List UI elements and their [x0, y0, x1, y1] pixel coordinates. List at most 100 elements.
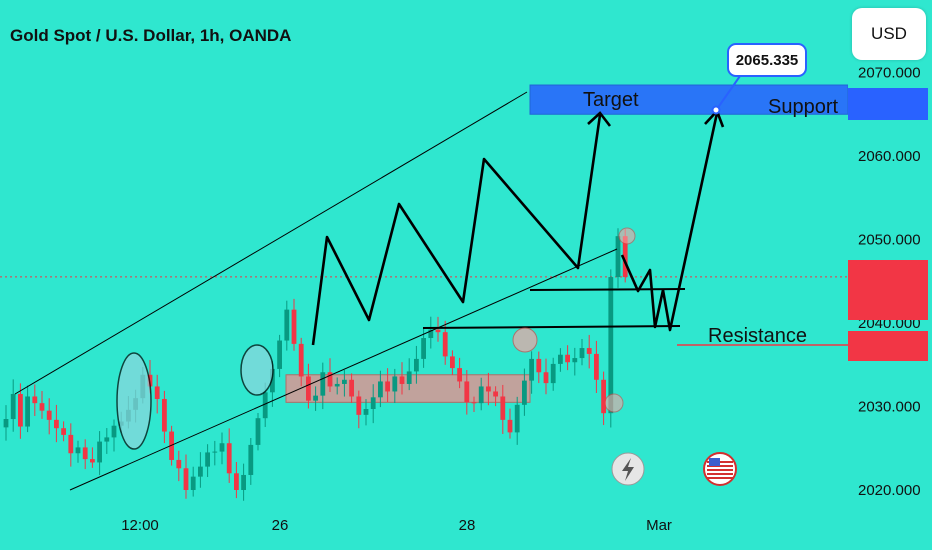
candle-body: [399, 376, 405, 384]
candle-body: [183, 468, 189, 490]
candle-body: [234, 473, 239, 490]
candle-body: [507, 419, 513, 433]
current-price-badge: [848, 260, 928, 320]
candle-body: [363, 409, 369, 415]
projection-zigzag-2: [620, 112, 719, 332]
target-label: Target: [583, 89, 639, 111]
resistance-line: [422, 325, 681, 329]
candle-body: [219, 443, 225, 452]
candle-body: [622, 236, 628, 278]
candle-body: [212, 451, 218, 453]
candle-body: [493, 391, 498, 397]
currency-button[interactable]: USD: [852, 8, 926, 60]
candle-body: [514, 404, 520, 433]
resistance-label: Resistance: [708, 325, 807, 347]
candle-body: [601, 379, 606, 414]
candle-body: [457, 368, 462, 382]
candle-body: [313, 395, 318, 401]
x-tick-label: 12:00: [121, 517, 159, 534]
candle-body: [291, 309, 297, 344]
candles: [3, 228, 628, 501]
candle-body: [284, 309, 290, 341]
candle-body: [270, 368, 275, 393]
support-label: Support: [768, 96, 838, 118]
flag-canton: [709, 458, 720, 466]
candle-body: [608, 277, 614, 414]
y-tick-label: 2060.000: [858, 148, 921, 165]
candle-body: [594, 353, 599, 380]
candle-body: [579, 348, 585, 359]
candle-body: [615, 236, 621, 278]
candle-body: [327, 372, 333, 387]
candle-body: [154, 386, 160, 399]
price-callout: [727, 43, 807, 77]
x-tick-label: 26: [272, 517, 289, 534]
highlight-circle-1: [512, 327, 538, 353]
candle-body: [414, 358, 419, 372]
candle-body: [471, 402, 477, 404]
candle-body: [75, 447, 81, 454]
candle-body: [54, 419, 59, 429]
candle-body: [162, 398, 167, 432]
mid-level-line: [529, 288, 686, 291]
candle-body: [342, 379, 347, 384]
highlight-ellipse-2: [240, 344, 274, 396]
candle-body: [558, 354, 563, 364]
target-zone: [529, 84, 849, 115]
candle-body: [586, 348, 592, 354]
candle-body: [529, 358, 534, 381]
candle-body: [536, 358, 542, 373]
candle-body: [378, 381, 383, 398]
upper-channel-line: [14, 91, 528, 395]
drawings: TargetSupportResistance2065.3352066.2242…: [14, 43, 921, 491]
candle-body: [550, 363, 556, 384]
candle-body: [25, 396, 30, 427]
highlight-circle-2: [618, 227, 636, 245]
support-price-badge: [848, 88, 928, 120]
candle-body: [90, 459, 95, 463]
candle-body: [349, 379, 354, 397]
callout-anchor: [711, 105, 721, 115]
projection-zigzag-1: [311, 114, 602, 346]
candle-body: [46, 410, 52, 420]
candle-body: [205, 452, 210, 467]
candle-body: [464, 381, 470, 403]
candle-body: [198, 466, 203, 477]
resistance-price-badge: [848, 331, 928, 361]
candle-body: [61, 428, 66, 435]
x-tick-label: 28: [459, 517, 476, 534]
candle-body: [190, 476, 196, 490]
candle-body: [572, 358, 578, 363]
candle-body: [486, 386, 491, 392]
candle-body: [356, 396, 362, 415]
y-tick-label: 2050.000: [858, 232, 921, 249]
candle-body: [111, 425, 117, 438]
candle-body: [97, 441, 102, 463]
candle-body: [3, 419, 9, 428]
candle-body: [104, 437, 110, 442]
candle-body: [334, 383, 340, 387]
candle-body: [478, 386, 484, 404]
candle-body: [176, 459, 182, 469]
candle-body: [421, 338, 426, 359]
chart-title: Gold Spot / U.S. Dollar, 1h, OANDA: [10, 26, 291, 45]
callout-pointer: [716, 75, 741, 110]
candle-body: [565, 354, 570, 363]
highlight-ellipse-1: [116, 352, 152, 450]
candle-body: [277, 340, 282, 369]
candle-body: [320, 372, 326, 396]
highlight-circle-3: [604, 393, 624, 413]
candle-body: [450, 356, 455, 369]
candle-body: [298, 343, 304, 377]
callout-price-text: 2065.335: [736, 52, 799, 69]
candle-body: [255, 418, 261, 445]
candle-body: [435, 329, 441, 333]
candle-body: [385, 381, 390, 392]
candle-body: [406, 371, 412, 384]
candle-body: [442, 332, 448, 357]
candle-body: [392, 376, 398, 392]
y-tick-label: 2030.000: [858, 399, 921, 416]
candle-body: [241, 474, 246, 490]
